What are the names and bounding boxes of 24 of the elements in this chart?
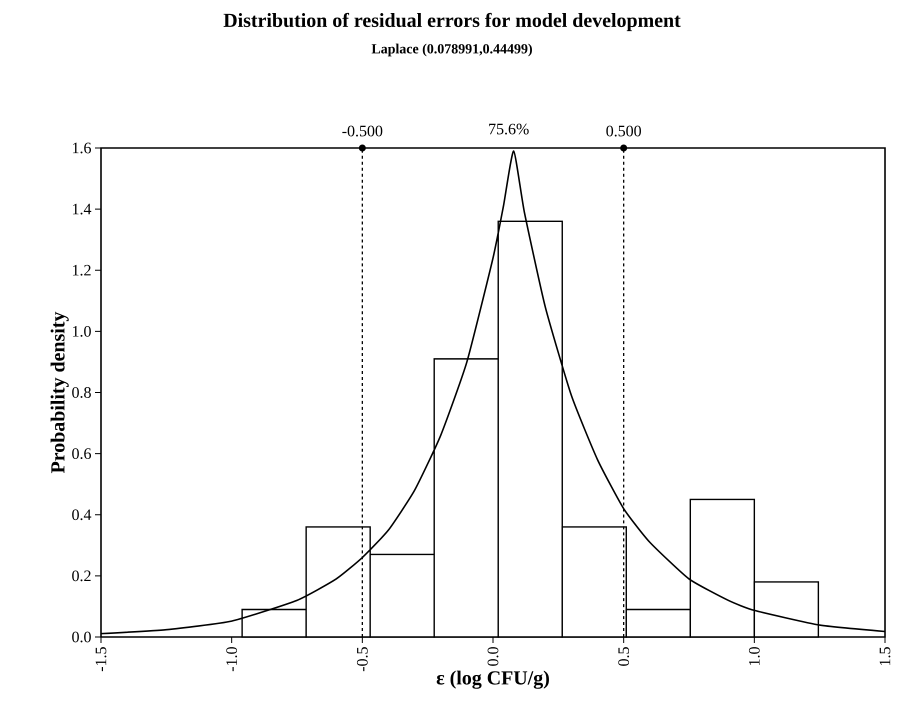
text: 75.6% bbox=[489, 124, 529, 134]
x-tick-label: -1.0 bbox=[226, 647, 238, 672]
x-tick-label: 1.5 bbox=[880, 647, 890, 666]
y-tick-label: 1.4 bbox=[72, 204, 92, 214]
y-tick-label: 1.2 bbox=[72, 264, 91, 276]
x-tick-label: 1.0 bbox=[748, 647, 760, 666]
x-axis-title: ε (log CFU/g) bbox=[436, 670, 549, 689]
y-tick-label: 1.6 bbox=[72, 142, 92, 154]
chart-subtitle: Laplace (0.078991,0.44499) bbox=[372, 44, 532, 56]
y-axis-title: Probability density bbox=[50, 312, 69, 474]
y-tick-label: 0.4 bbox=[72, 509, 92, 520]
x-tick-label: -1.5 bbox=[96, 647, 106, 672]
x-tick-label: 0.5 bbox=[618, 647, 630, 666]
y-tick-label: 0.8 bbox=[72, 387, 91, 398]
ref-line-label: -0.500 bbox=[342, 126, 382, 136]
line-series bbox=[100, 150, 886, 634]
x-tick-label: 0.0 bbox=[488, 647, 498, 666]
x-tick-label: -0.5 bbox=[356, 647, 368, 672]
y-tick-label: 1.0 bbox=[72, 326, 91, 337]
chart-title: Distribution of residual errors for model development bbox=[224, 12, 681, 32]
y-tick-label: 0.0 bbox=[72, 632, 91, 642]
y-tick-label: 0.6 bbox=[72, 448, 92, 460]
ref-line-label: 0.500 bbox=[606, 126, 641, 136]
y-tick-label: 0.2 bbox=[72, 570, 91, 582]
